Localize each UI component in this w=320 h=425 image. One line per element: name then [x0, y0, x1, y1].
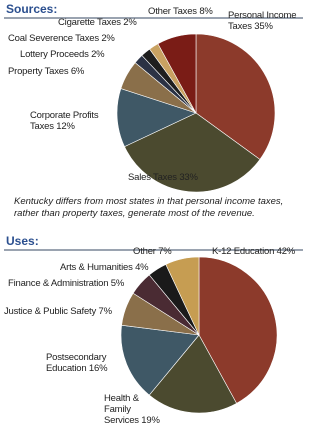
value-label: 42% — [276, 246, 296, 257]
pie-slice — [120, 324, 200, 396]
category-name: Postsecondary Education — [46, 352, 107, 374]
slice-label: Lottery Proceeds 2% — [20, 49, 120, 60]
slice-label: Sales Taxes 33% — [128, 172, 218, 183]
category-name: Property Taxes — [8, 66, 69, 77]
value-label: 16% — [88, 363, 108, 374]
value-label: 19% — [141, 415, 160, 425]
value-label: 12% — [56, 121, 75, 132]
value-label: 7% — [158, 246, 172, 257]
slice-label: Coal Severence Taxes 2% — [8, 33, 138, 44]
pie-slice — [157, 33, 197, 114]
category-name: Personal Income Taxes — [228, 10, 297, 32]
value-label: 2% — [91, 49, 105, 60]
value-label: 7% — [98, 306, 112, 317]
pie-slice — [116, 88, 197, 148]
slice-label: K-12 Education 42% — [212, 246, 307, 257]
category-name: Sales Taxes — [128, 172, 177, 183]
category-name: Finance & Administration — [8, 278, 109, 289]
category-name: Coal Severence Taxes — [8, 33, 99, 44]
pie-slice — [198, 256, 278, 404]
value-label: 2% — [101, 33, 115, 44]
category-name: Corporate Profits Taxes — [30, 110, 99, 132]
value-label: 6% — [70, 66, 85, 77]
category-name: Lottery Proceeds — [20, 49, 89, 60]
slice-label: Cigarette Taxes 2% — [58, 17, 168, 28]
category-name: Justice & Public Safety — [4, 306, 97, 317]
pie-slice — [124, 112, 261, 193]
pie-slice — [148, 334, 237, 414]
slice-label: Postsecondary Education 16% — [46, 352, 116, 374]
value-label: 4% — [135, 262, 149, 273]
pie-slice — [165, 256, 200, 336]
header-rule — [4, 249, 303, 251]
category-name: Arts & Humanities — [60, 262, 133, 273]
slice-label: Finance & Administration 5% — [8, 278, 148, 289]
slice-label: Corporate Profits Taxes 12% — [30, 110, 108, 132]
slice-label: Other 7% — [133, 246, 193, 257]
slice-label: Arts & Humanities 4% — [60, 262, 180, 273]
page: Sources: Kentucky differs from most stat… — [4, 2, 307, 425]
category-name: Other Taxes — [148, 6, 197, 17]
value-label: 33% — [179, 172, 198, 183]
header-rule — [4, 17, 303, 19]
slice-label: Health & Family Services 19% — [104, 393, 166, 425]
slice-label: Other Taxes 8% — [148, 6, 228, 17]
category-name: Health & Family Services — [104, 393, 139, 425]
category-name: Other — [133, 246, 156, 257]
value-label: 8% — [199, 6, 213, 17]
pie-slice — [195, 33, 276, 160]
slice-label: Personal Income Taxes 35% — [228, 10, 303, 32]
category-name: Cigarette Taxes — [58, 17, 121, 28]
value-label: 2% — [123, 17, 137, 28]
value-label: 5% — [110, 278, 125, 289]
charts — [116, 33, 278, 414]
chart-title: Uses: — [6, 234, 39, 248]
chart-title: Sources: — [6, 2, 58, 16]
category-name: K-12 Education — [212, 246, 275, 257]
slice-label: Property Taxes 6% — [8, 66, 108, 77]
annotation: Kentucky differs from most states in tha… — [14, 196, 284, 219]
value-label: 35% — [254, 21, 273, 32]
slice-label: Justice & Public Safety 7% — [4, 306, 134, 317]
